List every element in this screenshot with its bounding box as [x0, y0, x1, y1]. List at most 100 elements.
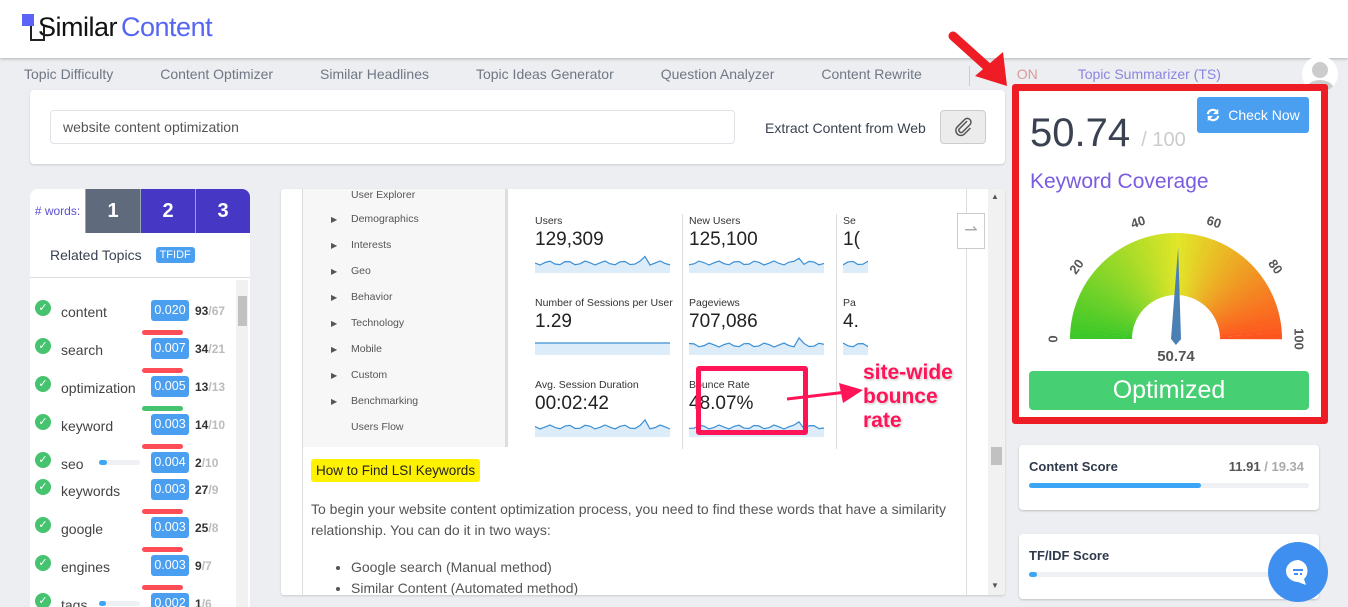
content-score-value: 11.91 / 19.34 [1228, 459, 1304, 474]
keyword-coverage-card: 50.74 / 100 Check Now Keyword Coverage 0… [1012, 84, 1328, 424]
topic-name: optimization [61, 380, 136, 396]
topic-item[interactable]: ✓ google 0.003 25/8 [30, 517, 235, 552]
topic-item[interactable]: ✓ optimization 0.005 13/13 [30, 376, 235, 411]
chat-button[interactable] [1268, 542, 1328, 602]
gauge-segment [1214, 286, 1271, 320]
tab-topic-summarizer[interactable]: Topic Summarizer (TS) [1077, 66, 1221, 82]
gauge-segment [1153, 234, 1170, 296]
topic-name: tags [61, 597, 88, 607]
gauge-segment [1203, 256, 1248, 307]
gauge-segment [1084, 281, 1140, 317]
analytics-metric: Number of Sessions per User 1.29 [535, 297, 685, 377]
expand-arrow-icon: ▶ [331, 397, 338, 406]
topics-scrollbar[interactable] [236, 280, 248, 607]
gauge-segment [1212, 281, 1268, 318]
topic-score: 0.020 [151, 300, 189, 321]
editor-scrollbar[interactable]: ▲ ▼ [988, 189, 1005, 595]
gauge-segment [1148, 235, 1167, 297]
expand-icon[interactable]: ⇀ [957, 213, 985, 249]
document-body[interactable]: User Explorer Demographics ▶ Interests ▶ Geo ▶… [302, 189, 967, 595]
expand-arrow-icon: ▶ [331, 267, 338, 276]
topic-item[interactable]: ✓ tags 0.002 1/6 [30, 593, 235, 607]
word-tab-1[interactable]: 1 [85, 189, 140, 233]
gauge-segment [1132, 239, 1161, 299]
expand-arrow-icon: ▶ [331, 293, 338, 302]
analytics-metric: Avg. Session Duration 00:02:42 [535, 379, 685, 459]
tab-question-analyzer[interactable]: Question Analyzer [660, 66, 775, 82]
gauge-segment [1210, 272, 1262, 314]
tab-similar-headlines[interactable]: Similar Headlines [320, 66, 429, 82]
gauge-segment [1101, 260, 1147, 308]
check-icon: ✓ [35, 452, 51, 468]
content-score-card: Content Score 11.91 / 19.34 [1019, 445, 1319, 510]
tab-topic-ideas-generator[interactable]: Topic Ideas Generator [475, 66, 614, 82]
gauge-segment [1201, 253, 1243, 305]
topic-item[interactable]: ✓ search 0.007 34/21 [30, 338, 235, 373]
topic-count: 2/10 [195, 456, 219, 470]
sparkline [535, 342, 670, 355]
keyword-input[interactable] [50, 110, 735, 144]
gauge-segment [1070, 327, 1133, 337]
analytics-metric: Se 1( [843, 215, 868, 295]
gauge-segment [1072, 311, 1134, 330]
analytics-menu-item: Interests [351, 239, 392, 251]
expand-arrow-icon: ▶ [331, 241, 338, 250]
analytics-screenshot: User Explorer Demographics ▶ Interests ▶ Geo ▶… [303, 189, 966, 449]
content-editor[interactable]: User Explorer Demographics ▶ Interests ▶ Geo ▶… [281, 189, 1005, 595]
nav-divider [968, 66, 970, 86]
topic-item[interactable]: ✓ engines 0.003 9/7 [30, 555, 235, 590]
topic-count: 25/8 [195, 521, 219, 535]
gauge-segment [1075, 300, 1135, 326]
tab-content-optimizer[interactable]: Content Optimizer [160, 66, 274, 82]
check-now-button[interactable]: Check Now [1197, 97, 1309, 133]
gauge-segment [1216, 295, 1276, 324]
section-heading: How to Find LSI Keywords [311, 459, 481, 482]
word-tab-2[interactable]: 2 [140, 189, 195, 233]
search-card: Extract Content from Web [30, 90, 1005, 164]
tab-on[interactable]: ON [1016, 66, 1038, 82]
check-icon: ✓ [35, 300, 51, 316]
tab-content-rewrite[interactable]: Content Rewrite [821, 66, 922, 82]
gauge-segment [1191, 240, 1220, 299]
analytics-menu-item: Users Flow [351, 421, 404, 433]
header: Similar Content [0, 0, 1348, 58]
gauge-segment [1109, 253, 1151, 305]
topic-count: 9/7 [195, 559, 212, 573]
gauge-segment [1113, 249, 1153, 304]
word-tab-3[interactable]: 3 [195, 189, 250, 233]
gauge-segment [1071, 316, 1133, 333]
tool-nav: Topic Difficulty Content Optimizer Simil… [24, 66, 1268, 86]
analytics-sidebar: User Explorer Demographics ▶ Interests ▶ Geo ▶… [303, 189, 508, 447]
gauge-segment [1170, 233, 1177, 296]
topic-item[interactable]: ✓ seo 0.004 2/10 [30, 452, 235, 476]
topic-progress [99, 460, 140, 465]
sparkline [535, 255, 671, 273]
bounce-rate-highlight [696, 366, 808, 435]
tab-topic-difficulty[interactable]: Topic Difficulty [24, 66, 114, 82]
check-icon: ✓ [35, 376, 51, 392]
topic-item[interactable]: ✓ keywords 0.003 27/9 [30, 479, 235, 514]
gauge-tick-label: 100 [1292, 328, 1307, 350]
tfidf-badge[interactable]: TFIDF [155, 247, 195, 263]
related-topics-label: Related Topics [50, 247, 142, 263]
gauge-segment [1198, 247, 1234, 303]
topic-item[interactable]: ✓ keyword 0.003 14/10 [30, 414, 235, 449]
expand-arrow-icon: ▶ [331, 371, 338, 380]
logo[interactable]: Similar Content [22, 12, 213, 43]
topic-score: 0.002 [151, 593, 189, 607]
topic-usage-bar [142, 585, 183, 590]
gauge-segment [1093, 267, 1144, 312]
gauge-segment [1219, 322, 1282, 335]
gauge-segment [1127, 242, 1159, 300]
analytics-menu-item: Technology [351, 317, 405, 329]
gauge-segment [1164, 233, 1174, 296]
topic-item[interactable]: ✓ content 0.020 93/67 [30, 300, 235, 335]
paperclip-icon [955, 117, 972, 137]
gauge-needle [1171, 247, 1181, 345]
topic-usage-bar [142, 406, 183, 411]
topic-score: 0.004 [151, 452, 189, 473]
optimized-status: Optimized [1029, 371, 1309, 410]
gauge-segment [1205, 260, 1252, 308]
analytics-metric: New Users 125,100 [689, 215, 839, 295]
extract-from-web-button[interactable] [940, 110, 986, 144]
